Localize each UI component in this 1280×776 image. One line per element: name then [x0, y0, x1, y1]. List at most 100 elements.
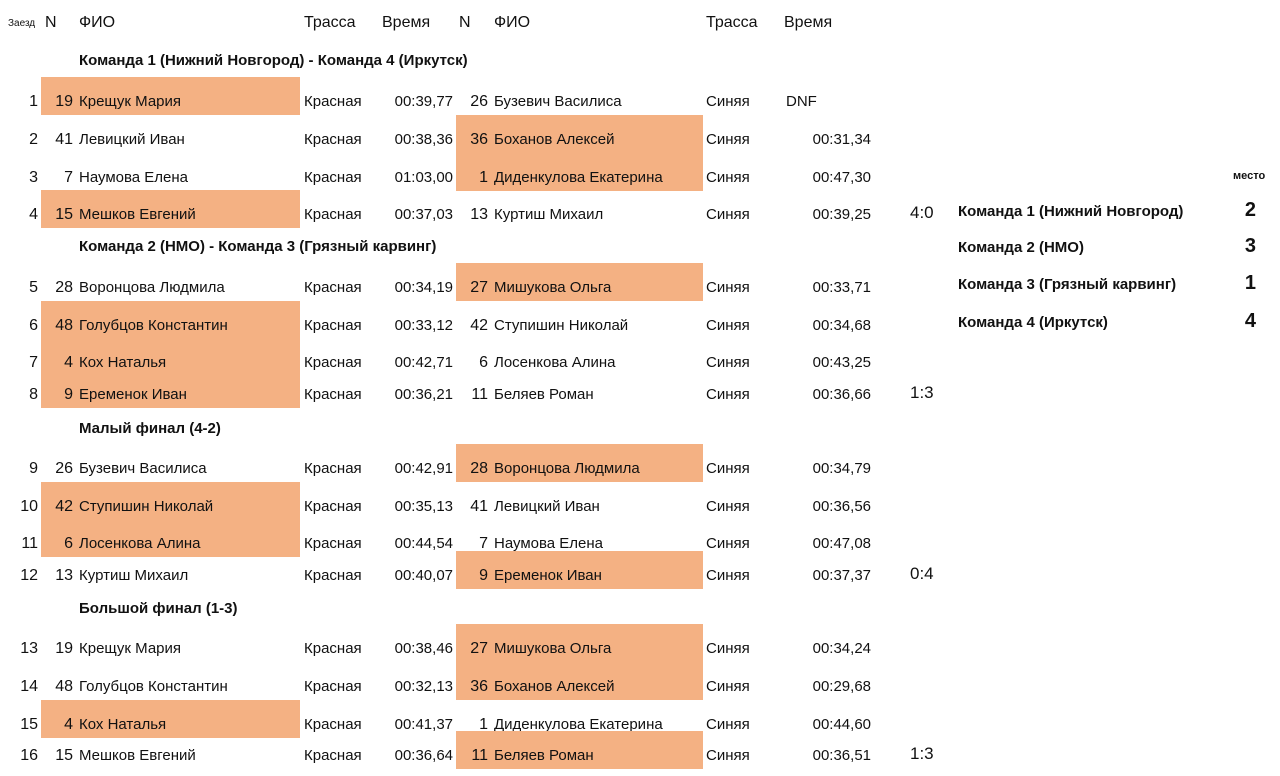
time-right: 00:34,68	[812, 317, 871, 334]
time-left: 00:33,12	[394, 317, 453, 334]
racer-name-left: Мешков Евгений	[79, 206, 196, 223]
winner-highlight-left	[41, 190, 300, 228]
track-right: Синяя	[706, 131, 750, 148]
time-left: 00:32,13	[394, 678, 453, 695]
time-right: DNF	[786, 93, 817, 110]
track-left: Красная	[304, 640, 362, 657]
racer-number-left: 4	[64, 716, 73, 733]
racer-name-right: Левицкий Иван	[494, 498, 600, 515]
winner-highlight-right	[456, 263, 703, 301]
time-left: 00:41,37	[394, 716, 453, 733]
racer-name-left: Голубцов Константин	[79, 678, 228, 695]
racer-name-left: Ступишин Николай	[79, 498, 214, 515]
racer-name-right: Наумова Елена	[494, 535, 604, 552]
match-score: 1:3	[910, 744, 934, 763]
winner-highlight-right	[456, 444, 703, 482]
track-right: Синяя	[706, 567, 750, 584]
time-left: 00:37,03	[394, 206, 453, 223]
time-left: 01:03,00	[394, 169, 453, 186]
track-left: Красная	[304, 279, 362, 296]
time-right: 00:36,51	[812, 747, 871, 764]
racer-number-right: 7	[479, 535, 488, 552]
track-left: Красная	[304, 460, 362, 477]
time-right: 00:36,66	[812, 386, 871, 403]
racer-name-left: Крещук Мария	[79, 93, 182, 110]
racer-number-left: 26	[55, 460, 73, 477]
time-right: 00:39,25	[812, 206, 871, 223]
racer-name-right: Еременок Иван	[494, 567, 602, 584]
racer-number-right: 1	[479, 169, 488, 186]
racer-name-right: Мишукова Ольга	[494, 640, 612, 657]
winner-highlight-right	[456, 115, 703, 153]
heat-number: 6	[29, 317, 38, 334]
heat-number: 16	[20, 747, 38, 764]
racer-number-right: 13	[470, 206, 488, 223]
racer-name-right: Воронцова Людмила	[494, 460, 640, 477]
racer-number-left: 42	[55, 498, 73, 515]
track-right: Синяя	[706, 386, 750, 403]
racer-number-left: 13	[55, 567, 73, 584]
right-number-header: N	[459, 14, 471, 31]
racer-number-left: 15	[55, 206, 73, 223]
left-track-header: Трасса	[304, 14, 356, 31]
heat-number: 14	[20, 678, 38, 695]
time-left: 00:35,13	[394, 498, 453, 515]
track-right: Синяя	[706, 279, 750, 296]
racer-name-right: Беляев Роман	[494, 747, 594, 764]
place-header: место	[1233, 170, 1266, 182]
track-left: Красная	[304, 131, 362, 148]
time-right: 00:29,68	[812, 678, 871, 695]
racer-number-right: 36	[470, 131, 488, 148]
racer-name-left: Кох Наталья	[79, 354, 167, 371]
heat-number: 3	[29, 169, 38, 186]
racer-name-right: Боханов Алексей	[494, 678, 615, 695]
racer-number-left: 41	[55, 131, 73, 148]
right-name-header: ФИО	[494, 14, 531, 31]
track-right: Синяя	[706, 317, 750, 334]
heat-number: 13	[20, 640, 38, 657]
track-right: Синяя	[706, 678, 750, 695]
heat-number: 12	[20, 567, 38, 584]
racer-number-left: 9	[64, 386, 73, 403]
winner-highlight-right	[456, 153, 703, 191]
winner-highlight-left	[41, 700, 300, 738]
track-left: Красная	[304, 747, 362, 764]
racer-name-left: Крещук Мария	[79, 640, 182, 657]
racer-number-left: 48	[55, 678, 73, 695]
track-right: Синяя	[706, 498, 750, 515]
racer-number-right: 11	[471, 386, 488, 403]
winner-highlight-right	[456, 551, 703, 589]
track-left: Красная	[304, 678, 362, 695]
racer-number-left: 19	[55, 640, 73, 657]
heat-number: 10	[20, 498, 38, 515]
track-right: Синяя	[706, 747, 750, 764]
section-title: Команда 2 (НМО) - Команда 3 (Грязный кар…	[79, 238, 437, 255]
racer-name-right: Лосенкова Алина	[494, 354, 616, 371]
time-right: 00:36,56	[812, 498, 871, 515]
heat-number: 5	[29, 279, 38, 296]
track-left: Красная	[304, 206, 362, 223]
standing-team-name: Команда 4 (Иркутск)	[958, 314, 1108, 331]
racer-number-right: 41	[470, 498, 488, 515]
track-left: Красная	[304, 535, 362, 552]
time-right: 00:44,60	[812, 716, 871, 733]
track-right: Синяя	[706, 354, 750, 371]
standing-team-name: Команда 2 (НМО)	[958, 239, 1084, 256]
track-left: Красная	[304, 386, 362, 403]
racer-number-right: 6	[479, 354, 488, 371]
track-right: Синяя	[706, 169, 750, 186]
winner-highlight-left	[41, 338, 300, 376]
heat-number: 11	[21, 535, 38, 552]
left-name-header: ФИО	[79, 14, 116, 31]
time-left: 00:39,77	[394, 93, 453, 110]
winner-highlight-left	[41, 301, 300, 339]
heat-number: 1	[29, 93, 38, 110]
racer-number-left: 7	[64, 169, 73, 186]
racer-number-left: 19	[55, 93, 73, 110]
time-right: 00:34,79	[812, 460, 871, 477]
racer-number-left: 15	[55, 747, 73, 764]
standing-team-name: Команда 3 (Грязный карвинг)	[958, 276, 1177, 293]
racer-name-right: Мишукова Ольга	[494, 279, 612, 296]
racer-number-left: 6	[64, 535, 73, 552]
